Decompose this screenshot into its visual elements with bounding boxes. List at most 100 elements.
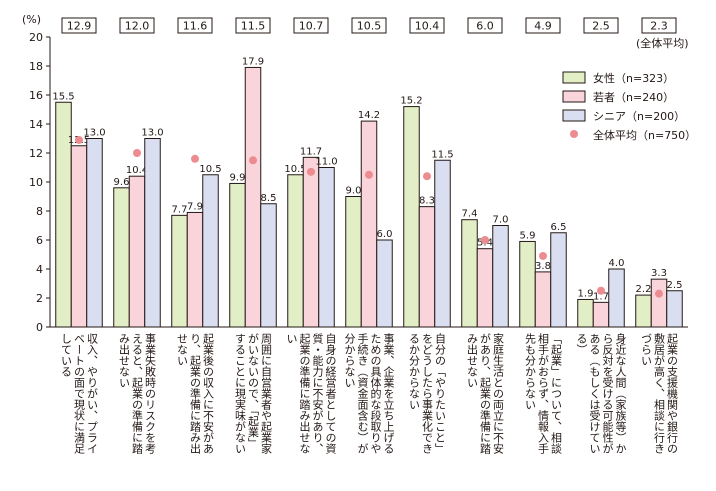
category-label: 敷居が高く、相談に行き (653, 332, 666, 454)
category-label: 起業の準備に踏み出せな (298, 333, 311, 454)
average-box-label: 4.9 (534, 20, 552, 33)
bar (403, 106, 420, 328)
data-label: 7.9 (187, 201, 203, 212)
data-label: 9.0 (346, 186, 362, 197)
category-label: している (60, 333, 73, 377)
bar (287, 174, 304, 328)
average-box (525, 17, 561, 34)
average-dot (481, 236, 489, 244)
data-label: 6.5 (551, 222, 567, 233)
category-label: 収入、やりがい、プライ (86, 333, 99, 454)
category-label: る） (575, 333, 588, 355)
data-label: 8.5 (261, 193, 277, 204)
legend-average-label: 全体平均（n=750） (593, 128, 696, 142)
legend: 女性（n=323） 若者（n=240） シニア（n=200） 全体平均（n=750） (562, 71, 696, 142)
y-tick-label: 10 (29, 176, 43, 189)
category-label: 事業、企業を立ち上げる (382, 333, 395, 454)
data-label: 3.3 (651, 268, 667, 279)
bar (650, 278, 668, 328)
average-dot (365, 170, 373, 179)
legend-swatch (562, 90, 586, 103)
average-dot (307, 167, 315, 176)
average-box-label: 12.0 (125, 20, 150, 33)
bars: 15.512.513.09.610.413.07.77.910.59.917.9… (52, 56, 683, 328)
y-axis-unit-label: (%) (22, 13, 41, 26)
category-label: 先も分からない (524, 333, 537, 410)
data-label: 2.2 (636, 284, 652, 295)
data-label: 14.2 (358, 110, 380, 121)
bar (360, 120, 378, 328)
category-label: 分からない (343, 333, 356, 388)
average-box-label: 10.4 (415, 20, 440, 33)
legend-swatch (562, 109, 586, 122)
average-box (467, 17, 503, 34)
bar (318, 167, 335, 328)
bar (70, 145, 88, 328)
average-box (583, 17, 619, 34)
category-label: えると、起業の準備に踏 (131, 333, 144, 455)
bar (550, 232, 567, 328)
bar (171, 214, 188, 328)
category-label: 「起業」について、相談 (550, 333, 563, 455)
bar (635, 294, 652, 328)
bar (666, 290, 683, 328)
average-dot (423, 172, 431, 181)
data-label: 17.9 (242, 56, 264, 67)
y-tick-label: 4 (36, 263, 43, 276)
bar (418, 206, 436, 328)
category-label: 起業後の収入に不安があ (202, 333, 215, 454)
average-dot (597, 286, 605, 295)
average-box (235, 17, 271, 34)
category-label: 身近な人間（家族等）か (614, 332, 627, 454)
bar (492, 225, 509, 328)
category-label: ある（もしくは受けてい (588, 333, 601, 454)
data-label: 10.5 (284, 164, 306, 175)
data-label: 7.7 (172, 204, 188, 215)
bar (592, 301, 610, 328)
data-label: 10.4 (126, 165, 148, 176)
bar (186, 211, 204, 328)
average-dot (655, 289, 663, 298)
bar (608, 268, 625, 328)
average-note: (全体平均) (636, 36, 689, 50)
data-label: 9.9 (230, 172, 246, 183)
category-label: み出せない (118, 333, 131, 388)
category-label: ための具体的な段取りや (369, 333, 382, 454)
average-box (409, 17, 445, 34)
data-label: 11.0 (315, 157, 337, 168)
category-label: 質・能力に不安があり、 (311, 332, 324, 454)
y-tick-label: 16 (29, 89, 43, 102)
average-box (293, 17, 329, 34)
y-tick-label: 20 (29, 31, 43, 44)
data-label: 15.2 (400, 96, 422, 107)
bar (376, 239, 393, 328)
data-label: 2.5 (667, 280, 683, 291)
category-label: 手続き（資金面含む）が (356, 332, 369, 454)
y-tick-label: 6 (36, 234, 43, 247)
data-label: 3.8 (535, 261, 551, 272)
legend-label: シニア（n=200） (593, 110, 685, 123)
category-label: がいないので、「起業」 (247, 333, 260, 449)
average-box (351, 17, 387, 34)
category-label: るか分からない (408, 333, 421, 410)
category-label: ベートの面で現状に満足 (73, 333, 86, 454)
legend-swatch (562, 71, 586, 84)
average-dot (249, 156, 257, 165)
data-label: 15.5 (52, 91, 74, 102)
average-dot (191, 154, 199, 163)
category-label: 起業の支援機関や銀行の (666, 333, 679, 454)
category-label: り、起業の準備に踏み出 (189, 333, 202, 454)
bar (260, 203, 277, 328)
category-label: をどうしたら事業化でき (421, 333, 434, 454)
bar (113, 187, 130, 328)
category-label: 自分の「やりたいこと」 (434, 333, 447, 454)
bar (244, 66, 262, 328)
bar (229, 182, 246, 328)
average-box-label: 10.7 (299, 20, 324, 33)
data-label: 10.5 (199, 164, 221, 175)
bar (476, 248, 494, 328)
average-box-label: 2.5 (592, 20, 610, 33)
bar (86, 138, 103, 328)
